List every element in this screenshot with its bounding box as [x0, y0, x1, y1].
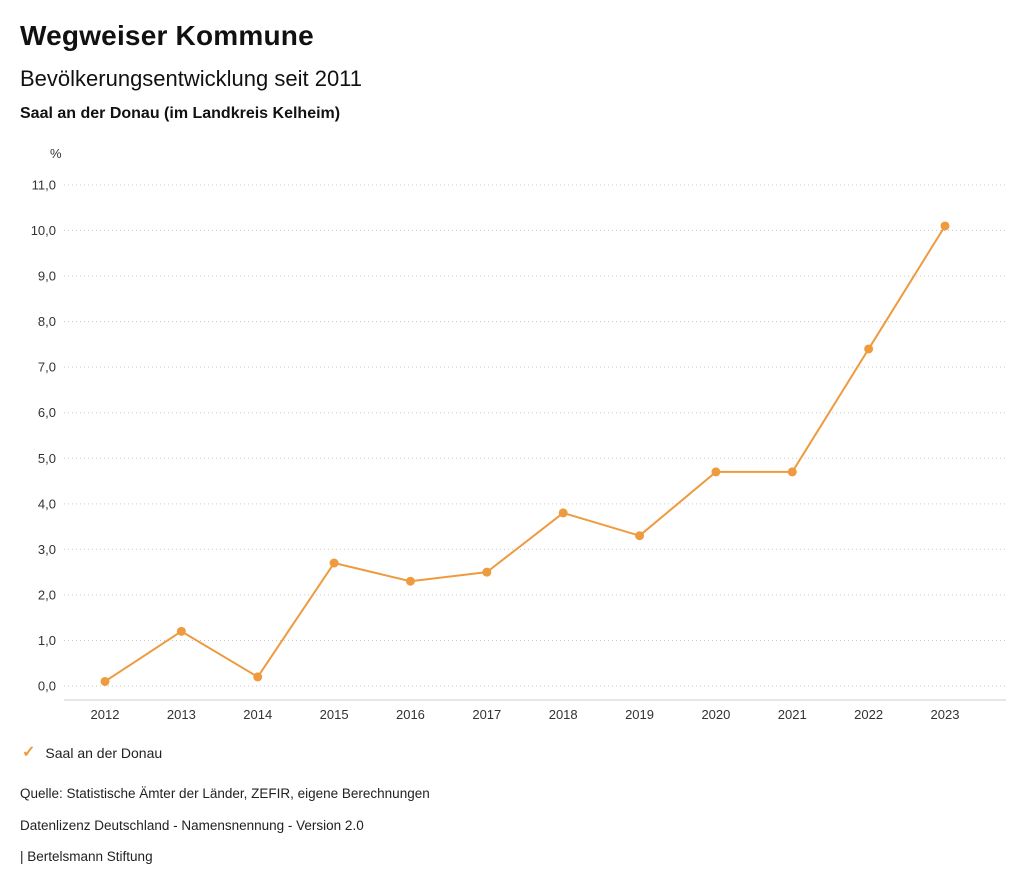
y-tick-label: 3,0 — [38, 542, 56, 557]
x-tick-label: 2014 — [243, 707, 272, 722]
data-point[interactable] — [482, 567, 492, 577]
footer-source: Quelle: Statistische Ämter der Länder, Z… — [20, 786, 430, 801]
data-point[interactable] — [558, 508, 568, 518]
data-point[interactable] — [940, 221, 950, 231]
x-tick-label: 2022 — [854, 707, 883, 722]
data-point[interactable] — [787, 467, 797, 477]
y-tick-label: 1,0 — [38, 633, 56, 648]
y-tick-label: 6,0 — [38, 405, 56, 420]
legend-item-label: Saal an der Donau — [45, 745, 163, 761]
y-tick-label: 4,0 — [38, 496, 56, 511]
data-point[interactable] — [711, 467, 721, 477]
data-point[interactable] — [405, 576, 415, 586]
y-tick-label: 5,0 — [38, 451, 56, 466]
y-tick-label: 10,0 — [31, 223, 56, 238]
x-tick-label: 2019 — [625, 707, 654, 722]
x-tick-label: 2018 — [549, 707, 578, 722]
y-axis-unit-label: % — [50, 146, 62, 161]
footer-license: Datenlizenz Deutschland - Namensnennung … — [20, 818, 364, 833]
data-point[interactable] — [864, 344, 874, 354]
x-tick-label: 2016 — [396, 707, 425, 722]
x-tick-label: 2015 — [320, 707, 349, 722]
y-tick-label: 9,0 — [38, 269, 56, 284]
data-point[interactable] — [176, 626, 186, 636]
data-point[interactable] — [635, 531, 645, 541]
footer-attribution: | Bertelsmann Stiftung — [20, 849, 153, 864]
y-tick-label: 8,0 — [38, 314, 56, 329]
chart-subtitle: Bevölkerungsentwicklung seit 2011 — [20, 66, 363, 91]
series-line — [104, 224, 946, 683]
y-tick-label: 7,0 — [38, 360, 56, 375]
x-tick-label: 2012 — [91, 707, 120, 722]
line-chart: 0,0 1,0 2,0 3,0 4,0 5,0 6,0 7,0 8,0 9,0 10,0 11,0 20… — [31, 178, 1006, 722]
data-point[interactable] — [253, 672, 263, 682]
x-tick-label: 2023 — [931, 707, 960, 722]
y-tick-label: 2,0 — [38, 587, 56, 602]
chart-region-title: Saal an der Donau (im Landkreis Kelheim) — [20, 105, 341, 122]
x-tick-label: 2013 — [167, 707, 196, 722]
legend-check-icon: ✓ — [22, 744, 36, 761]
legend-item[interactable]: ✓ Saal an der Donau — [22, 744, 163, 762]
data-point[interactable] — [100, 676, 110, 686]
x-tick-label: 2020 — [701, 707, 730, 722]
data-point[interactable] — [329, 558, 339, 568]
x-tick-label: 2021 — [778, 707, 807, 722]
y-tick-label: 0,0 — [38, 679, 56, 694]
app-title: Wegweiser Kommune — [20, 20, 314, 51]
y-tick-label: 11,0 — [32, 178, 56, 193]
x-tick-label: 2017 — [472, 707, 501, 722]
